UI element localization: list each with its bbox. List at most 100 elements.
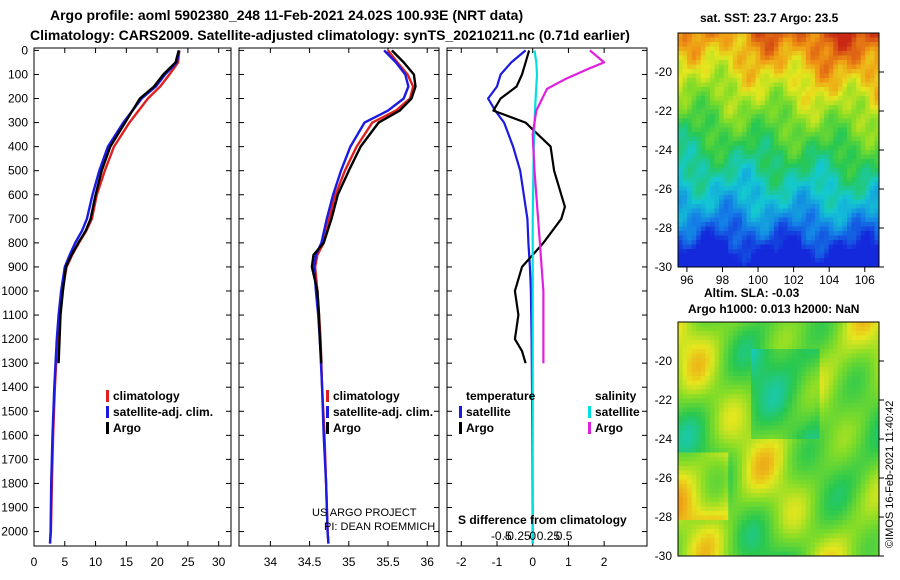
sla-cell <box>773 385 780 391</box>
sst-cell <box>842 42 848 48</box>
sst-cell <box>847 204 853 210</box>
sst-cell <box>760 240 766 246</box>
sst-cell <box>865 204 871 210</box>
sst-cell <box>837 222 844 228</box>
sst-cell <box>678 69 684 75</box>
sst-cell <box>805 37 812 43</box>
sla-cell <box>773 524 780 530</box>
sst-cell <box>682 244 688 250</box>
sst-cell <box>769 249 775 255</box>
sla-cell <box>824 488 830 494</box>
sla-cell <box>783 515 789 521</box>
sla-cell <box>837 380 844 386</box>
sla-cell <box>865 425 871 431</box>
sla-cell <box>691 389 697 395</box>
sla-cell <box>700 529 707 535</box>
sla-cell <box>783 506 789 512</box>
sla-cell <box>824 448 830 454</box>
sst-cell <box>796 78 802 84</box>
sst-cell <box>764 46 770 52</box>
sst-cell <box>732 244 738 250</box>
sla-cell <box>732 520 738 526</box>
sst-cell <box>719 208 725 214</box>
sst-cell <box>705 127 711 133</box>
sla-cell <box>682 466 688 472</box>
sla-cell <box>815 407 821 413</box>
sla-cell <box>687 461 693 467</box>
sst-cell <box>732 127 738 133</box>
sst-cell <box>723 82 729 88</box>
sla-cell <box>860 389 866 395</box>
sla-cell <box>810 524 816 530</box>
sst-cell <box>847 136 853 142</box>
sst-cell <box>805 186 812 192</box>
sst-cell <box>709 33 716 39</box>
sla-cell <box>805 322 812 328</box>
sst-cell <box>815 213 821 219</box>
sla-cell <box>824 322 830 328</box>
sst-cell <box>687 64 693 70</box>
sla-cell <box>751 443 757 449</box>
sst-cell <box>723 87 729 93</box>
sst-cell <box>696 118 702 124</box>
sla-cell <box>691 520 697 526</box>
sla-cell <box>687 407 693 413</box>
sst-cell <box>755 78 761 84</box>
sla-cell <box>824 452 830 458</box>
sla-cell <box>874 461 879 467</box>
sst-cell <box>842 154 848 160</box>
sst-cell <box>764 42 770 48</box>
sst-cell <box>860 123 866 129</box>
sla-cell <box>810 380 816 386</box>
sla-cell <box>847 551 853 556</box>
sst-cell <box>819 159 825 165</box>
sst-cell <box>728 127 734 133</box>
sst-cell <box>751 222 757 228</box>
sla-cell <box>805 335 812 341</box>
sst-cell <box>847 240 853 246</box>
sst-cell <box>696 42 702 48</box>
sla-cell <box>847 353 853 359</box>
sst-cell <box>719 46 725 52</box>
sla-cell <box>824 443 830 449</box>
sst-cell <box>792 132 798 138</box>
sla-cell <box>678 515 684 521</box>
sla-cell <box>746 475 752 481</box>
sst-cell <box>705 204 711 210</box>
sla-cell <box>714 344 720 350</box>
sst-cell <box>869 60 876 66</box>
sst-cell <box>751 240 757 246</box>
sst-cell <box>783 240 789 246</box>
sla-cell <box>828 331 834 337</box>
sst-cell <box>824 217 830 223</box>
sla-cell <box>819 430 825 436</box>
sst-cell <box>815 123 821 129</box>
sla-cell <box>764 389 770 395</box>
sst-cell <box>805 177 812 183</box>
sst-cell <box>691 33 697 39</box>
sst-cell <box>869 55 876 61</box>
sst-cell <box>719 213 725 219</box>
sla-cell <box>828 479 834 485</box>
sla-cell <box>801 362 807 368</box>
sla-cell <box>842 326 848 332</box>
sla-cell <box>805 389 812 395</box>
sst-cell <box>801 244 807 250</box>
sst-cell <box>828 100 834 106</box>
sla-cell <box>760 466 766 472</box>
sla-cell <box>860 488 866 494</box>
sst-cell <box>682 91 688 97</box>
sla-cell <box>723 367 729 373</box>
sst-cell <box>869 141 876 147</box>
sla-cell <box>874 511 879 517</box>
sst-cell <box>682 123 688 129</box>
sst-cell <box>709 132 716 138</box>
sla-cell <box>709 407 716 413</box>
sst-cell <box>773 136 780 142</box>
sst-cell <box>796 253 802 259</box>
sla-cell <box>700 389 707 395</box>
sla-cell <box>723 484 729 490</box>
sst-cell <box>860 226 866 232</box>
sst-cell <box>705 249 711 255</box>
depth-tick-label: 200 <box>8 92 28 106</box>
